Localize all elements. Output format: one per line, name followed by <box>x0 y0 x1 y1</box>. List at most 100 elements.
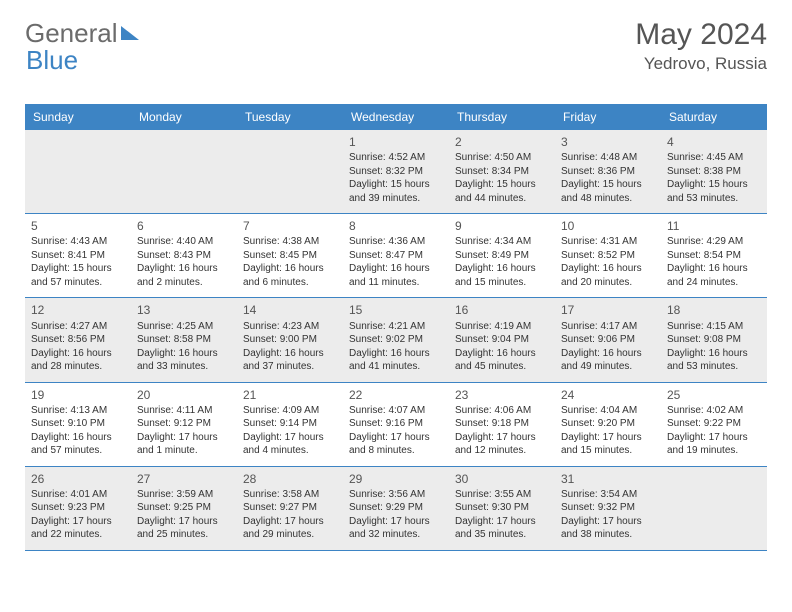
day-number: 13 <box>137 302 231 318</box>
daylight-text: Daylight: 15 hours and 48 minutes. <box>561 178 655 205</box>
sunrise-text: Sunrise: 4:13 AM <box>31 404 125 418</box>
logo-blue-line: Blue <box>26 45 78 76</box>
sunset-text: Sunset: 8:36 PM <box>561 165 655 179</box>
day-header-thu: Thursday <box>449 104 555 130</box>
day-number: 8 <box>349 218 443 234</box>
daylight-text: Daylight: 15 hours and 57 minutes. <box>31 262 125 289</box>
day-header-mon: Monday <box>131 104 237 130</box>
calendar-cell: 18Sunrise: 4:15 AMSunset: 9:08 PMDayligh… <box>661 298 767 381</box>
sunrise-text: Sunrise: 4:36 AM <box>349 235 443 249</box>
calendar-cell: 14Sunrise: 4:23 AMSunset: 9:00 PMDayligh… <box>237 298 343 381</box>
sunset-text: Sunset: 9:08 PM <box>667 333 761 347</box>
daylight-text: Daylight: 16 hours and 49 minutes. <box>561 347 655 374</box>
day-header-fri: Friday <box>555 104 661 130</box>
calendar-cell: 31Sunrise: 3:54 AMSunset: 9:32 PMDayligh… <box>555 467 661 550</box>
sunrise-text: Sunrise: 3:58 AM <box>243 488 337 502</box>
day-header-sun: Sunday <box>25 104 131 130</box>
sunset-text: Sunset: 8:38 PM <box>667 165 761 179</box>
sunset-text: Sunset: 8:56 PM <box>31 333 125 347</box>
daylight-text: Daylight: 16 hours and 37 minutes. <box>243 347 337 374</box>
day-number: 3 <box>561 134 655 150</box>
sunrise-text: Sunrise: 4:34 AM <box>455 235 549 249</box>
calendar-cell: 12Sunrise: 4:27 AMSunset: 8:56 PMDayligh… <box>25 298 131 381</box>
calendar-cell: 26Sunrise: 4:01 AMSunset: 9:23 PMDayligh… <box>25 467 131 550</box>
sunrise-text: Sunrise: 4:31 AM <box>561 235 655 249</box>
calendar-cell: 3Sunrise: 4:48 AMSunset: 8:36 PMDaylight… <box>555 130 661 213</box>
day-number: 16 <box>455 302 549 318</box>
calendar-cell: 24Sunrise: 4:04 AMSunset: 9:20 PMDayligh… <box>555 383 661 466</box>
daylight-text: Daylight: 16 hours and 20 minutes. <box>561 262 655 289</box>
daylight-text: Daylight: 17 hours and 12 minutes. <box>455 431 549 458</box>
calendar-cell: 22Sunrise: 4:07 AMSunset: 9:16 PMDayligh… <box>343 383 449 466</box>
day-number: 27 <box>137 471 231 487</box>
calendar-cell: 7Sunrise: 4:38 AMSunset: 8:45 PMDaylight… <box>237 214 343 297</box>
day-number: 10 <box>561 218 655 234</box>
calendar-cell: 23Sunrise: 4:06 AMSunset: 9:18 PMDayligh… <box>449 383 555 466</box>
sunrise-text: Sunrise: 4:27 AM <box>31 320 125 334</box>
sunrise-text: Sunrise: 4:40 AM <box>137 235 231 249</box>
daylight-text: Daylight: 16 hours and 45 minutes. <box>455 347 549 374</box>
day-number: 22 <box>349 387 443 403</box>
daylight-text: Daylight: 15 hours and 39 minutes. <box>349 178 443 205</box>
calendar-cell: 19Sunrise: 4:13 AMSunset: 9:10 PMDayligh… <box>25 383 131 466</box>
header: General May 2024 Yedrovo, Russia <box>25 18 767 74</box>
day-number: 9 <box>455 218 549 234</box>
sunset-text: Sunset: 9:06 PM <box>561 333 655 347</box>
calendar-cell: 10Sunrise: 4:31 AMSunset: 8:52 PMDayligh… <box>555 214 661 297</box>
sunrise-text: Sunrise: 4:06 AM <box>455 404 549 418</box>
calendar-cell: 30Sunrise: 3:55 AMSunset: 9:30 PMDayligh… <box>449 467 555 550</box>
sunset-text: Sunset: 9:27 PM <box>243 501 337 515</box>
title-block: May 2024 Yedrovo, Russia <box>635 18 767 74</box>
calendar-cell: 9Sunrise: 4:34 AMSunset: 8:49 PMDaylight… <box>449 214 555 297</box>
calendar-cell: 4Sunrise: 4:45 AMSunset: 8:38 PMDaylight… <box>661 130 767 213</box>
daylight-text: Daylight: 16 hours and 24 minutes. <box>667 262 761 289</box>
daylight-text: Daylight: 17 hours and 29 minutes. <box>243 515 337 542</box>
day-number: 26 <box>31 471 125 487</box>
sunset-text: Sunset: 8:41 PM <box>31 249 125 263</box>
logo-triangle-icon <box>121 26 139 40</box>
calendar-cell <box>237 130 343 213</box>
calendar-cell: 21Sunrise: 4:09 AMSunset: 9:14 PMDayligh… <box>237 383 343 466</box>
daylight-text: Daylight: 17 hours and 35 minutes. <box>455 515 549 542</box>
daylight-text: Daylight: 17 hours and 38 minutes. <box>561 515 655 542</box>
calendar-cell: 11Sunrise: 4:29 AMSunset: 8:54 PMDayligh… <box>661 214 767 297</box>
sunrise-text: Sunrise: 4:50 AM <box>455 151 549 165</box>
day-number: 12 <box>31 302 125 318</box>
daylight-text: Daylight: 17 hours and 32 minutes. <box>349 515 443 542</box>
sunrise-text: Sunrise: 4:02 AM <box>667 404 761 418</box>
daylight-text: Daylight: 16 hours and 15 minutes. <box>455 262 549 289</box>
daylight-text: Daylight: 16 hours and 57 minutes. <box>31 431 125 458</box>
calendar-cell: 6Sunrise: 4:40 AMSunset: 8:43 PMDaylight… <box>131 214 237 297</box>
sunrise-text: Sunrise: 4:52 AM <box>349 151 443 165</box>
sunset-text: Sunset: 9:16 PM <box>349 417 443 431</box>
sunrise-text: Sunrise: 4:45 AM <box>667 151 761 165</box>
calendar-cell: 2Sunrise: 4:50 AMSunset: 8:34 PMDaylight… <box>449 130 555 213</box>
calendar-cell: 25Sunrise: 4:02 AMSunset: 9:22 PMDayligh… <box>661 383 767 466</box>
daylight-text: Daylight: 17 hours and 25 minutes. <box>137 515 231 542</box>
sunrise-text: Sunrise: 4:23 AM <box>243 320 337 334</box>
daylight-text: Daylight: 16 hours and 2 minutes. <box>137 262 231 289</box>
day-number: 18 <box>667 302 761 318</box>
sunset-text: Sunset: 8:49 PM <box>455 249 549 263</box>
sunset-text: Sunset: 8:47 PM <box>349 249 443 263</box>
daylight-text: Daylight: 16 hours and 6 minutes. <box>243 262 337 289</box>
sunset-text: Sunset: 8:54 PM <box>667 249 761 263</box>
day-number: 20 <box>137 387 231 403</box>
sunrise-text: Sunrise: 4:01 AM <box>31 488 125 502</box>
calendar-cell: 17Sunrise: 4:17 AMSunset: 9:06 PMDayligh… <box>555 298 661 381</box>
logo-text-blue: Blue <box>26 45 78 75</box>
sunset-text: Sunset: 9:00 PM <box>243 333 337 347</box>
sunset-text: Sunset: 8:34 PM <box>455 165 549 179</box>
daylight-text: Daylight: 17 hours and 4 minutes. <box>243 431 337 458</box>
sunset-text: Sunset: 9:22 PM <box>667 417 761 431</box>
daylight-text: Daylight: 16 hours and 33 minutes. <box>137 347 231 374</box>
sunrise-text: Sunrise: 4:21 AM <box>349 320 443 334</box>
calendar-cell: 20Sunrise: 4:11 AMSunset: 9:12 PMDayligh… <box>131 383 237 466</box>
sunrise-text: Sunrise: 4:09 AM <box>243 404 337 418</box>
calendar-cell <box>661 467 767 550</box>
day-number: 5 <box>31 218 125 234</box>
sunset-text: Sunset: 9:29 PM <box>349 501 443 515</box>
sunset-text: Sunset: 8:32 PM <box>349 165 443 179</box>
sunset-text: Sunset: 9:18 PM <box>455 417 549 431</box>
sunset-text: Sunset: 9:23 PM <box>31 501 125 515</box>
